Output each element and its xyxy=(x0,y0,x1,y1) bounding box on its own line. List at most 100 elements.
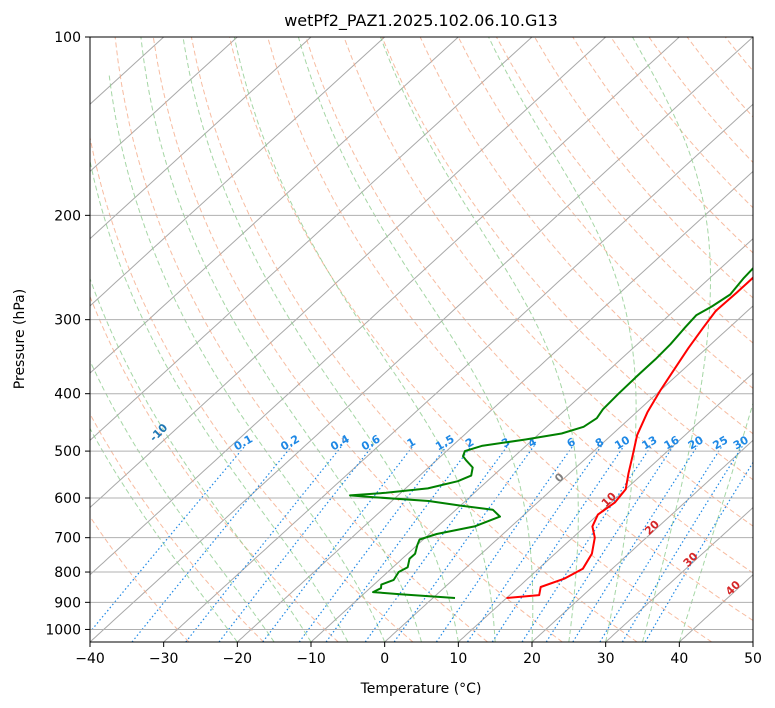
mixing-ratio-label: 16 xyxy=(662,433,682,452)
y-tick-label: 500 xyxy=(54,444,81,460)
mixing-ratio-line xyxy=(491,445,625,642)
y-tick-label: 800 xyxy=(54,565,81,581)
mixing-ratio-line xyxy=(364,445,509,642)
moist-adiabat-line xyxy=(297,37,534,642)
dry-adiabat-label: -10 xyxy=(147,421,170,444)
dry-adiabat-line xyxy=(419,37,753,435)
x-tick-label: −10 xyxy=(296,651,326,667)
dry-adiabat-line xyxy=(305,37,753,574)
moist-adiabat-line xyxy=(488,37,637,642)
x-tick-label: −30 xyxy=(149,651,179,667)
mixing-ratio-label: 30 xyxy=(731,433,751,452)
x-tick-label: −20 xyxy=(223,651,253,667)
moist-adiabat-line xyxy=(632,37,711,642)
chart-title: wetPf2_PAZ1.2025.102.06.10.G13 xyxy=(284,11,558,31)
y-tick-label: 200 xyxy=(54,208,81,224)
mixing-ratio-label: 1 xyxy=(405,435,418,450)
dry-adiabat-line xyxy=(229,37,712,642)
moist-adiabat-line xyxy=(90,277,312,642)
moist-adiabat-line xyxy=(90,427,238,642)
moist-adiabat-line xyxy=(140,37,422,642)
mixing-ratio-line xyxy=(644,461,753,642)
dry-adiabat-line xyxy=(381,37,753,481)
mixing-ratio-label: 20 xyxy=(686,433,706,452)
dry-adiabat-line xyxy=(457,37,753,389)
dry-adiabat-line xyxy=(343,37,753,527)
mixing-ratio-label: 0.1 xyxy=(232,432,255,453)
mixing-ratio-line xyxy=(90,445,246,633)
y-tick-label: 300 xyxy=(54,313,81,329)
dry-adiabat-line xyxy=(152,37,563,642)
moist-adiabat-line xyxy=(182,37,459,642)
isotherm-line xyxy=(90,37,386,307)
mixing-ratio-label: 13 xyxy=(640,433,660,452)
dry-adiabat-line xyxy=(267,37,753,622)
dry-adiabat-line xyxy=(90,412,264,642)
dry-adiabat-line xyxy=(534,37,753,299)
isotherm-line xyxy=(384,305,753,642)
dry-adiabat-line xyxy=(190,37,638,642)
dry-adiabat-line xyxy=(648,37,753,164)
mixing-ratio-line xyxy=(262,445,414,642)
y-tick-label: 900 xyxy=(54,595,81,611)
mixing-ratio-line xyxy=(599,445,723,642)
dry-adiabat-line xyxy=(114,37,488,642)
mixing-ratio-label: 36 xyxy=(752,433,772,452)
isotherm-line xyxy=(90,37,238,173)
x-tick-label: 0 xyxy=(380,651,389,667)
dry-adiabat-line xyxy=(724,37,753,72)
y-axis-title: Pressure (hPa) xyxy=(12,289,28,389)
mixing-ratio-line xyxy=(572,445,699,642)
isotherm-line xyxy=(752,641,753,642)
y-tick-label: 700 xyxy=(54,531,81,547)
mixing-ratio-line xyxy=(466,445,602,642)
isotherm-line xyxy=(90,37,312,240)
isotherm-line xyxy=(531,439,753,642)
mixing-ratio-label: 0.4 xyxy=(328,432,352,453)
mixing-ratio-line xyxy=(435,445,574,642)
y-tick-label: 400 xyxy=(54,387,81,403)
isotherm-line xyxy=(90,37,607,509)
y-axis: 100 200 300 400 500 600 700 800 900 1000 xyxy=(45,30,90,638)
moist-adiabat-line xyxy=(90,158,349,642)
isotherm-label: 30 xyxy=(681,549,701,569)
dry-adiabat-line xyxy=(495,37,753,344)
reference-lines xyxy=(90,37,775,642)
x-tick-label: 30 xyxy=(597,651,615,667)
mixing-ratio-line xyxy=(393,445,535,642)
mixing-ratio-label: 10 xyxy=(612,433,632,452)
moist-adiabat-line xyxy=(380,37,579,642)
dry-adiabat-line xyxy=(763,37,775,642)
y-tick-label: 100 xyxy=(54,30,81,46)
x-tick-label: 50 xyxy=(744,651,762,667)
sounding-profiles xyxy=(349,266,753,599)
mixing-ratio-label: 8 xyxy=(593,435,606,450)
dry-adiabat-line xyxy=(90,135,414,642)
y-tick-label: 1000 xyxy=(45,622,81,638)
mixing-ratio-line xyxy=(131,445,293,642)
mixing-ratio-line xyxy=(218,445,373,642)
dry-adiabat-line xyxy=(686,37,753,118)
moist-adiabat-line xyxy=(678,401,753,642)
plot-frame xyxy=(89,36,754,643)
y-tick-label: 600 xyxy=(54,491,81,507)
mixing-ratio-label: 0.2 xyxy=(278,432,301,453)
isotherm-line xyxy=(90,37,533,442)
isotherm-label: 20 xyxy=(642,517,662,537)
dry-adiabat-line xyxy=(90,295,339,642)
mixing-ratio-line xyxy=(521,445,652,642)
isotherm-line xyxy=(163,103,753,642)
x-tick-label: 20 xyxy=(523,651,541,667)
x-tick-label: −40 xyxy=(75,651,105,667)
x-tick-label: 10 xyxy=(449,651,467,667)
isotherm-line xyxy=(90,37,680,576)
isotherm-line xyxy=(678,574,753,642)
x-axis: −40 −30 −20 −10 0 10 20 30 40 50 xyxy=(75,642,762,667)
mixing-ratio-line xyxy=(545,445,674,642)
mixing-ratio-line xyxy=(325,445,472,642)
mixing-ratio-label: 6 xyxy=(565,435,578,450)
mixing-ratio-line xyxy=(185,445,343,642)
dewpoint-profile xyxy=(349,266,753,599)
mixing-ratio-line xyxy=(621,445,744,642)
